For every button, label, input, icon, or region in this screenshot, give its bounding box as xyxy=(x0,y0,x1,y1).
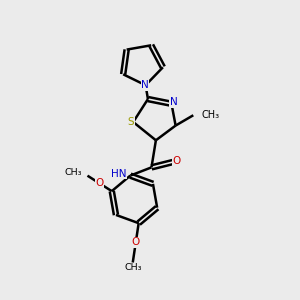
Text: HN: HN xyxy=(111,169,127,179)
Text: N: N xyxy=(141,80,149,90)
Text: CH₃: CH₃ xyxy=(202,110,220,120)
Text: S: S xyxy=(128,117,134,127)
Text: N: N xyxy=(170,97,177,107)
Text: O: O xyxy=(132,237,140,247)
Text: CH₃: CH₃ xyxy=(65,168,82,177)
Text: CH₃: CH₃ xyxy=(124,263,142,272)
Text: O: O xyxy=(95,178,104,188)
Text: O: O xyxy=(173,156,181,166)
